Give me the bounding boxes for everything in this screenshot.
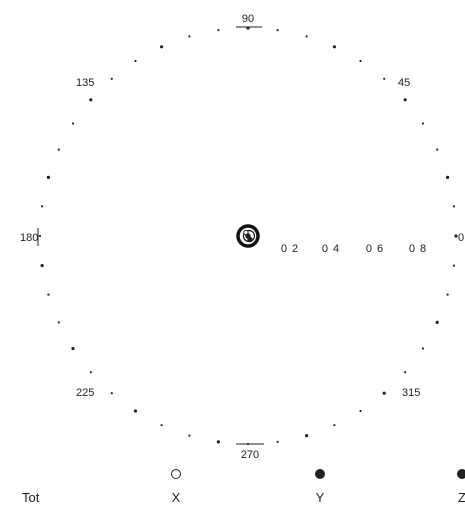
outer-circle-dot — [359, 409, 362, 413]
angle-label-45: 45 — [398, 77, 410, 89]
outer-circle-dot — [332, 45, 336, 49]
radial-label-0-2: 0 2 — [281, 243, 299, 255]
outer-circle-dot — [305, 434, 309, 438]
outer-circle-dot — [216, 440, 220, 444]
legend-label-y: Y — [316, 490, 325, 505]
outer-circle-dot — [133, 409, 138, 413]
outer-circle-dot — [403, 98, 407, 102]
legend-label-z: Z — [458, 490, 465, 505]
outer-circle-dot — [404, 371, 407, 374]
data-point-z — [245, 233, 251, 239]
outer-circle-dot — [188, 35, 191, 38]
data-points — [243, 229, 253, 243]
outer-circle-dot — [305, 35, 308, 38]
outer-circle-dot — [47, 293, 50, 296]
angle-label-180: 180 — [20, 232, 38, 244]
outer-circle-dot — [188, 434, 191, 437]
outer-circle-dot — [382, 391, 386, 395]
outer-circle-dot — [446, 175, 450, 179]
outer-circle-dot — [71, 346, 75, 351]
outer-circle-dot — [359, 59, 362, 63]
radial-label-0-8: 0 8 — [409, 243, 427, 255]
outer-circle-dot — [134, 59, 137, 63]
outer-circle-dot — [71, 122, 75, 125]
outer-circle-dot — [454, 234, 458, 238]
radial-label-0-6: 0 6 — [366, 243, 384, 255]
outer-circle-dot — [383, 77, 386, 80]
outer-circle-dot — [435, 320, 439, 324]
center-ring-outer — [236, 224, 260, 248]
outer-circle-dot — [446, 293, 449, 296]
legend-marker-z — [457, 469, 465, 479]
angle-label-225: 225 — [76, 387, 94, 399]
outer-circle-dot — [160, 424, 163, 427]
outer-circle-dot — [421, 122, 425, 125]
outer-circle-dot — [110, 392, 113, 395]
angle-label-0: 0 — [458, 232, 464, 244]
legend-title: Tot — [22, 490, 40, 505]
outer-circle-dot — [333, 424, 336, 427]
outer-circle-dot — [38, 234, 42, 238]
outer-circle-dot — [160, 45, 164, 49]
outer-circle-dot — [217, 29, 220, 32]
angle-label-135: 135 — [76, 77, 94, 89]
radial-label-0-4: 0 4 — [322, 243, 340, 255]
outer-circle-dot — [436, 148, 439, 151]
legend-marker-x — [171, 469, 181, 479]
outer-circle-dot — [40, 264, 44, 268]
outer-circle-dot — [452, 264, 455, 267]
outer-circle-dot — [89, 371, 92, 374]
outer-circle-dot — [276, 29, 279, 32]
outer-circle-dot — [57, 148, 60, 151]
angle-label-270: 270 — [241, 449, 259, 461]
legend-label-x: X — [172, 490, 181, 505]
outer-circle-dot — [110, 77, 113, 80]
outer-circle-dot — [57, 321, 60, 324]
outer-circle-dot — [89, 98, 93, 102]
outer-circle-dot — [452, 205, 455, 208]
outer-circle-dots — [38, 26, 458, 446]
outer-circle-dot — [276, 440, 279, 443]
outer-circle-dot — [421, 347, 425, 350]
legend-marker-y — [315, 469, 325, 479]
angle-label-315: 315 — [402, 387, 420, 399]
outer-circle-dot — [46, 175, 51, 179]
legend: X Y Z — [171, 469, 465, 505]
angle-label-90: 90 — [242, 13, 254, 25]
outer-circle-dot — [41, 205, 44, 208]
